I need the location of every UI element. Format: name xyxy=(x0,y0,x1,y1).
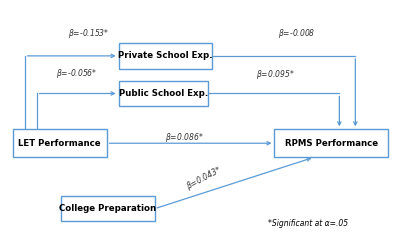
Text: Private School Exp.: Private School Exp. xyxy=(118,51,213,60)
Text: LET Performance: LET Performance xyxy=(18,139,101,148)
Text: *Significant at α=.05: *Significant at α=.05 xyxy=(268,219,348,228)
Text: Public School Exp.: Public School Exp. xyxy=(119,89,208,98)
FancyBboxPatch shape xyxy=(13,129,107,157)
FancyBboxPatch shape xyxy=(119,43,213,69)
FancyBboxPatch shape xyxy=(119,81,209,106)
Text: College Preparation: College Preparation xyxy=(59,204,156,213)
Text: RPMS Performance: RPMS Performance xyxy=(285,139,378,148)
Text: $\beta$=-0.008: $\beta$=-0.008 xyxy=(278,27,316,40)
FancyBboxPatch shape xyxy=(61,196,154,222)
Text: $\beta$=0.095*: $\beta$=0.095* xyxy=(256,68,294,81)
Text: $\beta$=-0.056*: $\beta$=-0.056* xyxy=(56,67,97,80)
Text: $\beta$=0.043*: $\beta$=0.043* xyxy=(184,163,225,193)
Text: $\beta$=0.086*: $\beta$=0.086* xyxy=(165,131,204,144)
FancyBboxPatch shape xyxy=(274,129,388,157)
Text: $\beta$=-0.153*: $\beta$=-0.153* xyxy=(68,27,109,40)
